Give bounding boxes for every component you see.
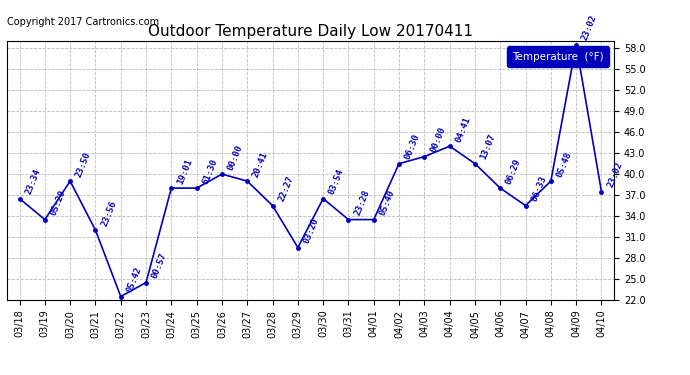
Temperature  (°F) (546, 179, 555, 183)
Text: Copyright 2017 Cartronics.com: Copyright 2017 Cartronics.com (7, 17, 159, 27)
Text: 23:50: 23:50 (75, 150, 92, 178)
Text: 06:33: 06:33 (530, 174, 548, 203)
Line: Temperature  (°F): Temperature (°F) (18, 43, 603, 298)
Text: 23:56: 23:56 (99, 199, 118, 227)
Temperature  (°F) (344, 217, 353, 222)
Temperature  (°F) (496, 186, 504, 190)
Text: 61:30: 61:30 (201, 157, 219, 185)
Text: 19:01: 19:01 (175, 157, 194, 185)
Text: 23:02: 23:02 (580, 13, 599, 42)
Text: 00:00: 00:00 (226, 143, 244, 171)
Text: 23:34: 23:34 (23, 168, 42, 196)
Temperature  (°F) (218, 172, 226, 176)
Temperature  (°F) (268, 203, 277, 208)
Text: 03:54: 03:54 (327, 168, 346, 196)
Text: 05:42: 05:42 (125, 266, 144, 294)
Text: 06:30: 06:30 (403, 133, 422, 161)
Text: 20:41: 20:41 (251, 150, 270, 178)
Temperature  (°F) (66, 179, 75, 183)
Temperature  (°F) (91, 228, 99, 232)
Temperature  (°F) (142, 280, 150, 285)
Temperature  (°F) (370, 217, 378, 222)
Text: 00:00: 00:00 (428, 126, 447, 154)
Text: 23:02: 23:02 (606, 160, 624, 189)
Temperature  (°F) (15, 196, 23, 201)
Text: 22:27: 22:27 (277, 174, 295, 203)
Temperature  (°F) (446, 144, 454, 148)
Text: 05:40: 05:40 (378, 189, 396, 217)
Title: Outdoor Temperature Daily Low 20170411: Outdoor Temperature Daily Low 20170411 (148, 24, 473, 39)
Legend: Temperature  (°F): Temperature (°F) (507, 46, 609, 67)
Text: 03:20: 03:20 (302, 216, 320, 245)
Temperature  (°F) (395, 161, 403, 166)
Text: 23:28: 23:28 (353, 189, 371, 217)
Text: 05:20: 05:20 (49, 189, 68, 217)
Temperature  (°F) (193, 186, 201, 190)
Temperature  (°F) (471, 161, 479, 166)
Text: 00:57: 00:57 (150, 252, 168, 280)
Text: 06:29: 06:29 (504, 157, 523, 185)
Temperature  (°F) (598, 189, 606, 194)
Temperature  (°F) (294, 245, 302, 250)
Text: 13:07: 13:07 (479, 133, 497, 161)
Temperature  (°F) (167, 186, 175, 190)
Temperature  (°F) (41, 217, 49, 222)
Temperature  (°F) (319, 196, 327, 201)
Temperature  (°F) (420, 154, 428, 159)
Temperature  (°F) (117, 294, 125, 299)
Temperature  (°F) (572, 42, 580, 47)
Text: 05:48: 05:48 (555, 150, 573, 178)
Text: 04:41: 04:41 (454, 115, 472, 143)
Temperature  (°F) (243, 179, 251, 183)
Temperature  (°F) (522, 203, 530, 208)
